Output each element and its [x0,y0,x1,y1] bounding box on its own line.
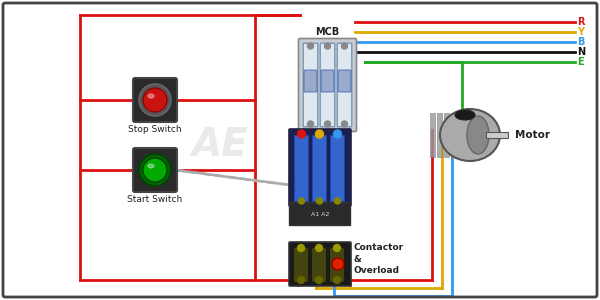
Bar [444,113,449,157]
Ellipse shape [440,109,500,161]
Bar [437,113,442,157]
Text: Y: Y [577,27,584,37]
Text: MCB: MCB [316,27,340,37]
FancyBboxPatch shape [313,136,326,202]
Bar [458,113,463,157]
FancyBboxPatch shape [337,43,352,127]
Circle shape [325,121,331,127]
Text: A1 A2: A1 A2 [311,212,329,217]
Circle shape [298,277,305,284]
FancyBboxPatch shape [295,136,308,202]
Circle shape [341,43,347,49]
FancyBboxPatch shape [313,249,325,281]
Text: N: N [577,47,585,57]
FancyBboxPatch shape [320,43,335,127]
FancyBboxPatch shape [304,70,317,92]
FancyBboxPatch shape [321,70,334,92]
Text: Contactor
&
Overload: Contactor & Overload [354,243,404,275]
Circle shape [332,258,344,270]
FancyBboxPatch shape [295,249,307,281]
Circle shape [334,277,341,284]
FancyBboxPatch shape [338,70,351,92]
Text: B: B [577,37,584,47]
Circle shape [143,88,167,112]
FancyBboxPatch shape [331,136,344,202]
FancyBboxPatch shape [133,78,177,122]
Circle shape [334,244,341,251]
Bar [486,132,508,138]
Circle shape [139,154,171,186]
Bar [430,113,435,157]
Circle shape [335,198,341,204]
Text: E: E [577,57,584,67]
Circle shape [325,43,331,49]
FancyBboxPatch shape [290,202,350,226]
Ellipse shape [467,116,489,154]
Text: AE: AE [191,126,248,164]
Text: Motor: Motor [515,130,550,140]
Bar [451,113,456,157]
Bar [465,113,470,157]
Circle shape [299,198,305,204]
Text: Start Switch: Start Switch [127,195,182,204]
Circle shape [143,158,167,182]
Text: R: R [577,17,584,27]
Text: Stop Switch: Stop Switch [128,125,182,134]
FancyBboxPatch shape [331,249,343,281]
Circle shape [316,277,323,284]
Circle shape [316,130,323,138]
Circle shape [341,121,347,127]
Ellipse shape [148,94,154,98]
Circle shape [139,84,171,116]
Circle shape [298,244,305,251]
Circle shape [316,244,323,251]
Circle shape [308,43,314,49]
FancyBboxPatch shape [133,148,177,192]
Ellipse shape [455,110,475,120]
Circle shape [298,130,305,138]
Circle shape [317,198,323,204]
FancyBboxPatch shape [303,43,318,127]
Circle shape [308,121,314,127]
FancyBboxPatch shape [289,242,351,286]
Circle shape [334,130,341,138]
FancyBboxPatch shape [299,38,356,131]
FancyBboxPatch shape [289,129,351,206]
Ellipse shape [148,164,154,168]
